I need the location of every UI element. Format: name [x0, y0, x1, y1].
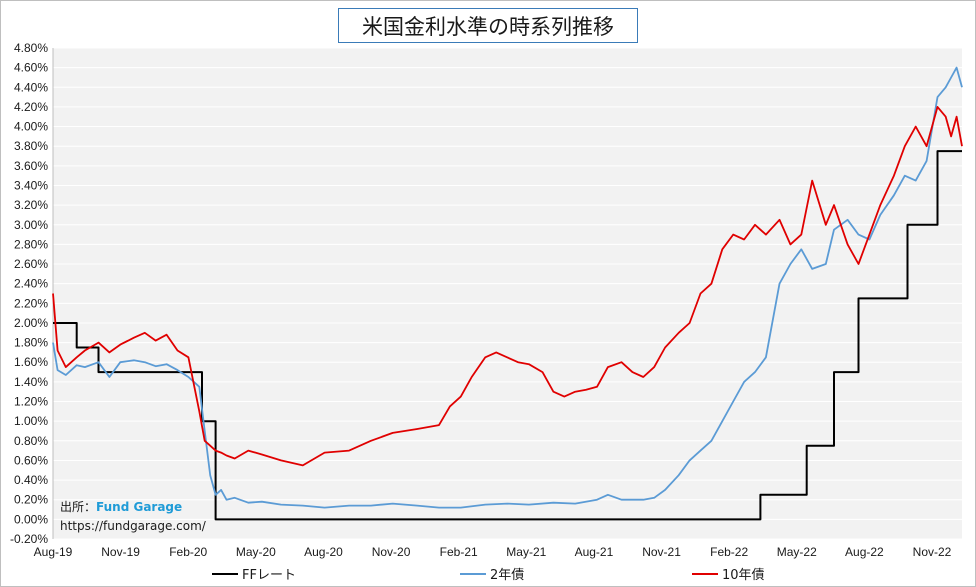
series-lines	[52, 66, 963, 521]
source-url: https://fundgarage.com/	[60, 519, 206, 533]
y-tick-label: 3.60%	[14, 159, 48, 173]
y-tick-label: -0.20%	[10, 532, 48, 546]
x-tick-label: Aug-22	[845, 545, 884, 559]
plot-background	[53, 48, 962, 539]
series-line-ff	[53, 150, 962, 521]
x-axis-ticks: Aug-19 Nov-19 Feb-20 May-20 Aug-20 Nov-20 Feb-…	[34, 545, 952, 559]
source-brand: Fund Garage	[96, 500, 183, 514]
legend-item-ff: FFレート	[212, 564, 296, 583]
y-tick-label: 0.60%	[14, 453, 48, 467]
y-axis-ticks: -0.20% 0.00% 0.20% 0.40% 0.60% 0.80% 1.00% 1.20…	[10, 41, 48, 546]
y-tick-label: 4.00%	[14, 120, 48, 134]
source-prefix: 出所：	[60, 500, 97, 514]
y-tick-label: 1.00%	[14, 414, 48, 428]
y-tick-label: 1.60%	[14, 355, 48, 369]
x-tick-label: Feb-22	[710, 545, 748, 559]
y-tick-label: 2.60%	[14, 257, 48, 271]
y-tick-label: 1.20%	[14, 395, 48, 409]
y-tick-label: 4.80%	[14, 41, 48, 55]
legend-label-2y: 2年債	[490, 568, 525, 583]
y-tick-label: 3.20%	[14, 198, 48, 212]
x-tick-label: Aug-21	[575, 545, 614, 559]
chart-title: 米国金利水準の時系列推移	[338, 8, 638, 43]
x-tick-label: May-22	[777, 545, 817, 559]
y-tick-label: 0.00%	[14, 512, 48, 526]
source-credit: 出所：Fund Garage	[60, 498, 182, 515]
y-tick-label: 2.40%	[14, 277, 48, 291]
x-tick-label: Aug-19	[34, 545, 73, 559]
legend-label-10y: 10年債	[722, 568, 765, 583]
series-line-10y	[52, 106, 963, 467]
legend-item-10y: 10年債	[692, 564, 765, 583]
x-tick-label: May-20	[236, 545, 276, 559]
x-tick-label: Feb-21	[440, 545, 478, 559]
series-line-2y	[52, 66, 963, 509]
legend-swatch-ff	[212, 572, 238, 575]
x-tick-label: Feb-20	[169, 545, 207, 559]
y-tick-label: 3.80%	[14, 139, 48, 153]
legend-swatch-10y	[692, 572, 718, 575]
y-tick-label: 1.80%	[14, 336, 48, 350]
legend-item-2y: 2年債	[460, 564, 524, 583]
y-tick-label: 0.20%	[14, 493, 48, 507]
x-tick-label: May-21	[506, 545, 546, 559]
legend-label-ff: FFレート	[242, 568, 296, 583]
x-tick-label: Nov-20	[372, 545, 411, 559]
legend-swatch-2y	[460, 572, 486, 575]
y-tick-label: 2.80%	[14, 237, 48, 251]
y-tick-label: 2.20%	[14, 296, 48, 310]
x-tick-label: Aug-20	[304, 545, 343, 559]
y-tick-label: 3.40%	[14, 178, 48, 192]
y-tick-label: 4.40%	[14, 80, 48, 94]
x-tick-label: Nov-21	[642, 545, 681, 559]
y-tick-label: 4.20%	[14, 100, 48, 114]
x-tick-label: Nov-22	[913, 545, 952, 559]
x-tick-label: Nov-19	[101, 545, 140, 559]
y-tick-label: 3.00%	[14, 218, 48, 232]
y-tick-label: 4.60%	[14, 61, 48, 75]
y-tick-label: 1.40%	[14, 375, 48, 389]
y-tick-label: 0.40%	[14, 473, 48, 487]
y-tick-label: 2.00%	[14, 316, 48, 330]
y-tick-label: 0.80%	[14, 434, 48, 448]
